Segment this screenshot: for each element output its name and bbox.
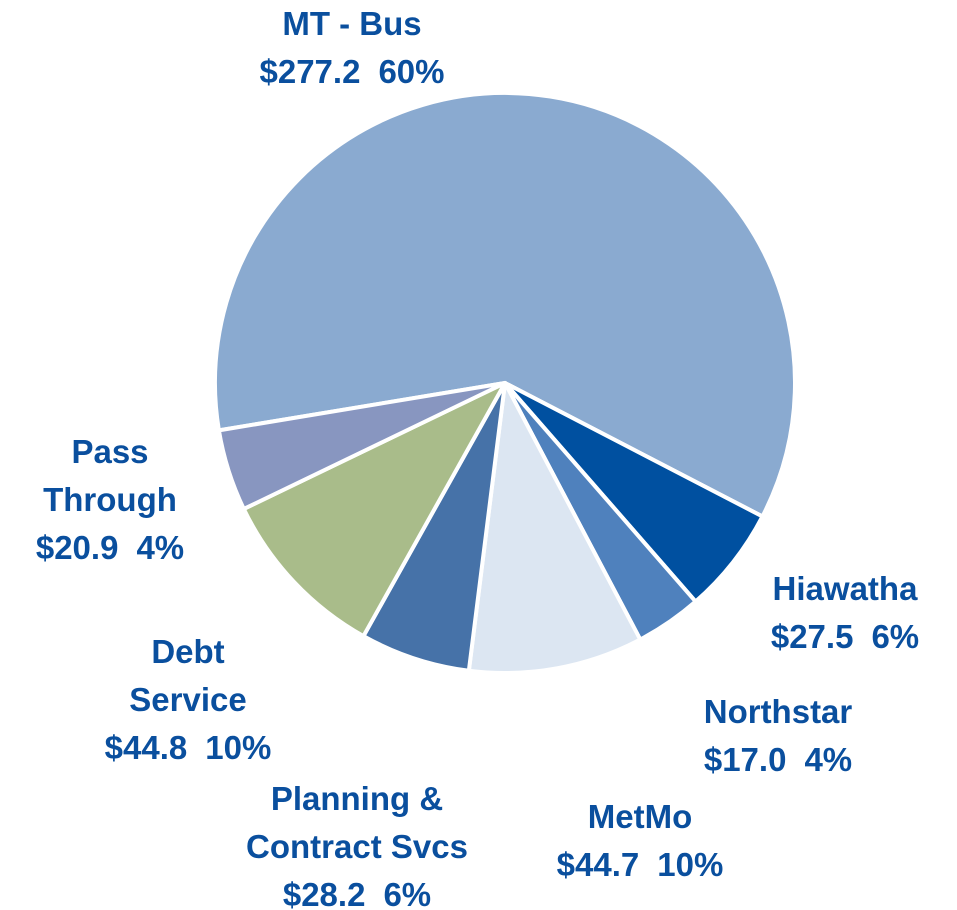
value-row: $17.0 4% <box>704 736 853 784</box>
pie-slice <box>213 91 797 519</box>
percent-label: 10% <box>657 846 724 883</box>
category-label: Debt Service <box>129 633 247 718</box>
value-row: $277.2 60% <box>260 48 445 96</box>
percent-label: 4% <box>136 529 185 566</box>
value-label: $44.8 <box>104 729 188 766</box>
pie-slice <box>241 381 507 639</box>
slice-label: Pass Through $20.9 4% <box>36 428 184 572</box>
percent-label: 6% <box>383 876 432 910</box>
value-label: $20.9 <box>35 529 119 566</box>
category-label: Pass Through <box>43 433 177 518</box>
slice-label: Planning & Contract Svcs $28.2 6% <box>246 775 468 910</box>
value-row: $20.9 4% <box>36 524 184 572</box>
slice-label: Hiawatha $27.5 6% <box>771 565 919 661</box>
pie-slice <box>216 381 507 511</box>
value-label: $27.5 <box>770 618 854 655</box>
value-label: $28.2 <box>282 876 366 910</box>
category-label: Northstar <box>703 693 853 730</box>
category-label: MetMo <box>587 798 693 835</box>
slice-label: MT - Bus $277.2 60% <box>260 0 445 96</box>
category-label: MT - Bus <box>282 5 422 42</box>
value-label: $277.2 <box>259 53 361 90</box>
slice-label: MetMo $44.7 10% <box>557 793 724 889</box>
value-row: $44.7 10% <box>557 841 724 889</box>
percent-label: 6% <box>871 618 920 655</box>
percent-label: 60% <box>378 53 445 90</box>
percent-label: 10% <box>205 729 272 766</box>
slice-label: Northstar $17.0 4% <box>704 688 853 784</box>
category-label: Hiawatha <box>772 570 918 607</box>
pie-slice <box>466 381 643 675</box>
value-label: $17.0 <box>703 741 787 778</box>
slice-label: Debt Service $44.8 10% <box>105 628 272 772</box>
percent-label: 4% <box>804 741 853 778</box>
value-row: $27.5 6% <box>771 613 919 661</box>
value-label: $44.7 <box>556 846 640 883</box>
value-row: $44.8 10% <box>105 724 272 772</box>
category-label: Planning & Contract Svcs <box>246 780 468 865</box>
value-row: $28.2 6% <box>246 871 468 910</box>
